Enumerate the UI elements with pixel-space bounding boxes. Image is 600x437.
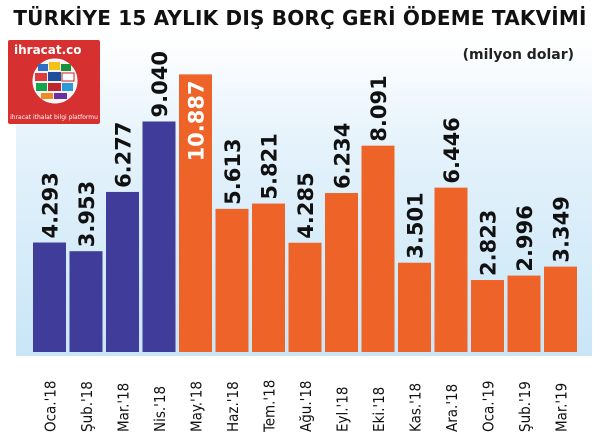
value-label-14: 2.996 bbox=[513, 205, 537, 271]
category-label-13: Oca.'19 bbox=[480, 381, 498, 432]
unit-label: (milyon dolar) bbox=[462, 47, 574, 63]
bar-6 bbox=[215, 208, 249, 352]
value-label-10: 8.091 bbox=[367, 75, 391, 141]
category-label-3: Mar.'18 bbox=[115, 383, 133, 432]
logo-brand-text: ihracat.co bbox=[14, 43, 82, 57]
value-label-4: 9.040 bbox=[148, 51, 172, 117]
value-label-15: 3.349 bbox=[550, 196, 574, 262]
category-label-4: Nis.'18 bbox=[151, 386, 169, 432]
bar-13 bbox=[471, 280, 504, 352]
category-label-1: Oca.'18 bbox=[42, 381, 60, 432]
category-label-7: Tem.'18 bbox=[261, 380, 279, 433]
category-label-5: May.'18 bbox=[188, 381, 206, 432]
category-label-15: Mar.'19 bbox=[553, 383, 571, 432]
bar-1 bbox=[33, 242, 66, 352]
bar-3 bbox=[106, 191, 139, 352]
value-label-12: 6.446 bbox=[440, 117, 464, 183]
value-label-7: 5.821 bbox=[258, 133, 282, 199]
bar-8 bbox=[288, 242, 322, 352]
value-label-5: 10.887 bbox=[185, 80, 209, 161]
value-label-13: 2.823 bbox=[477, 210, 501, 276]
logo-tagline: ihracat ithalat bilgi platformu bbox=[10, 114, 98, 121]
bar-14 bbox=[507, 275, 541, 352]
category-label-12: Ara.'18 bbox=[443, 384, 461, 432]
value-label-8: 4.285 bbox=[294, 172, 318, 238]
ihracat-logo: ihracat.co ihracat ithalat bilgi platfor… bbox=[8, 40, 100, 124]
value-label-6: 5.613 bbox=[221, 138, 245, 204]
chart-title: TÜRKİYE 15 AYLIK DIŞ BORÇ GERİ ÖDEME TAK… bbox=[13, 6, 587, 30]
bar-4 bbox=[142, 121, 176, 352]
category-label-6: Haz.'18 bbox=[224, 381, 242, 432]
value-label-1: 4.293 bbox=[39, 172, 63, 238]
value-label-2: 3.953 bbox=[75, 181, 99, 247]
category-label-14: Şub.'19 bbox=[516, 381, 534, 432]
bar-10 bbox=[361, 145, 395, 352]
bar-5 bbox=[179, 74, 212, 352]
bar-12 bbox=[434, 187, 468, 352]
bar-7 bbox=[252, 203, 285, 352]
bar-15 bbox=[544, 266, 577, 352]
category-label-9: Eyl.'18 bbox=[334, 387, 352, 432]
category-label-8: Ağu.'18 bbox=[297, 380, 315, 432]
value-label-3: 6.277 bbox=[112, 121, 136, 187]
bar-2 bbox=[69, 251, 103, 352]
bar-9 bbox=[325, 193, 358, 352]
category-label-2: Şub.'18 bbox=[78, 381, 96, 432]
value-label-9: 6.234 bbox=[331, 123, 355, 189]
value-label-11: 3.501 bbox=[404, 192, 428, 258]
bar-11 bbox=[398, 262, 431, 352]
category-label-10: Eki.'18 bbox=[370, 387, 388, 432]
category-label-11: Kas.'18 bbox=[407, 383, 425, 432]
globe-flags-icon bbox=[32, 58, 78, 104]
